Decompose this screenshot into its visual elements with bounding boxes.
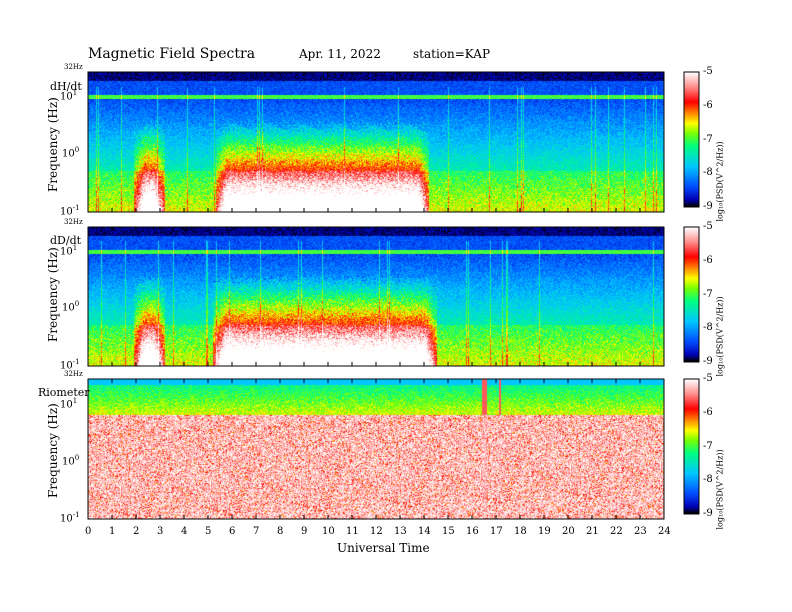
- colorbar-frame: [683, 226, 700, 363]
- colorbar-dhdt: [684, 72, 699, 207]
- colorbar-tick-label: -6: [703, 99, 713, 111]
- x-tick-label: 24: [658, 526, 671, 537]
- y-tick-label: 10-1: [60, 511, 80, 525]
- colorbar-label: log₁₀(PSD(V^2/Hz)): [715, 296, 725, 377]
- spectrogram-riometer: [88, 379, 664, 519]
- colorbar-tick-label: -5: [703, 66, 713, 77]
- colorbar-tick-label: -9: [703, 508, 713, 519]
- chart-title: Magnetic Field Spectra: [88, 46, 256, 62]
- x-tick-label: 13: [394, 526, 407, 537]
- panel-label-dddt: dD/dt: [50, 234, 82, 247]
- x-tick-label: 17: [490, 526, 503, 537]
- y-tick-label: 101: [60, 244, 78, 258]
- max-freq-label: 32Hz: [64, 370, 83, 378]
- x-axis-title: Universal Time: [337, 541, 430, 555]
- chart-date: Apr. 11, 2022: [299, 47, 381, 61]
- colorbar-tick-label: -7: [703, 133, 713, 145]
- colorbar-tick-label: -9: [703, 356, 713, 367]
- x-tick-label: 0: [85, 526, 92, 537]
- y-axis-title: Frequency (Hz): [46, 247, 60, 342]
- x-tick-label: 2: [133, 526, 140, 537]
- x-tick-label: 20: [562, 526, 575, 537]
- x-tick-label: 19: [538, 526, 551, 537]
- x-tick-label: 8: [277, 526, 284, 537]
- y-tick-label: 101: [60, 397, 78, 411]
- colorbar-tick-label: -7: [703, 288, 713, 300]
- x-tick-label: 12: [370, 526, 383, 537]
- y-axis-title: Frequency (Hz): [46, 403, 60, 498]
- y-tick-label: 10-1: [60, 358, 80, 372]
- colorbar-label: log₁₀(PSD(V^2/Hz)): [715, 449, 725, 530]
- y-tick-label: 100: [62, 146, 80, 160]
- x-tick-label: 22: [610, 526, 623, 537]
- panel-label-riometer: Riometer: [38, 386, 90, 399]
- x-tick-label: 18: [514, 526, 527, 537]
- x-tick-label: 7: [253, 526, 260, 537]
- spectrogram-dddt: [88, 227, 664, 366]
- max-freq-label: 32Hz: [64, 218, 83, 226]
- y-tick-label: 101: [60, 89, 78, 103]
- x-tick-label: 11: [346, 526, 359, 537]
- colorbar-tick-label: -6: [703, 406, 713, 418]
- y-tick-label: 100: [62, 454, 80, 468]
- plot-frame: [87, 378, 665, 520]
- x-tick-label: 9: [301, 526, 308, 537]
- panel-label-dhdt: dH/dt: [50, 80, 82, 93]
- x-tick-label: 6: [229, 526, 236, 537]
- max-freq-label: 32Hz: [64, 63, 83, 71]
- x-tick-label: 10: [322, 526, 335, 537]
- y-tick-label: 10-1: [60, 204, 80, 218]
- spectrogram-dhdt: [88, 72, 664, 212]
- x-tick-label: 21: [586, 526, 599, 537]
- colorbar-label: log₁₀(PSD(V^2/Hz)): [715, 141, 725, 222]
- x-tick-label: 15: [442, 526, 455, 537]
- colorbar-tick-label: -7: [703, 440, 713, 452]
- x-tick-label: 16: [466, 526, 479, 537]
- x-tick-label: 1: [109, 526, 116, 537]
- colorbar-tick-label: -5: [703, 221, 713, 232]
- colorbar-frame: [683, 71, 700, 208]
- x-tick-label: 4: [181, 526, 188, 537]
- colorbar-riometer: [684, 379, 699, 514]
- x-tick-label: 5: [205, 526, 212, 537]
- colorbar-tick-label: -8: [703, 322, 713, 334]
- y-tick-label: 100: [62, 300, 80, 314]
- y-axis-title: Frequency (Hz): [46, 97, 60, 192]
- colorbar-tick-label: -5: [703, 373, 713, 384]
- plot-frame: [87, 71, 665, 213]
- x-tick-label: 14: [418, 526, 431, 537]
- colorbar-tick-label: -8: [703, 167, 713, 179]
- colorbar-dddt: [684, 227, 699, 362]
- x-tick-label: 3: [157, 526, 164, 537]
- colorbar-tick-label: -8: [703, 474, 713, 486]
- plot-frame: [87, 226, 665, 367]
- colorbar-tick-label: -9: [703, 201, 713, 212]
- x-tick-label: 23: [634, 526, 647, 537]
- colorbar-frame: [683, 378, 700, 515]
- chart-station: station=KAP: [413, 47, 491, 61]
- colorbar-tick-label: -6: [703, 254, 713, 266]
